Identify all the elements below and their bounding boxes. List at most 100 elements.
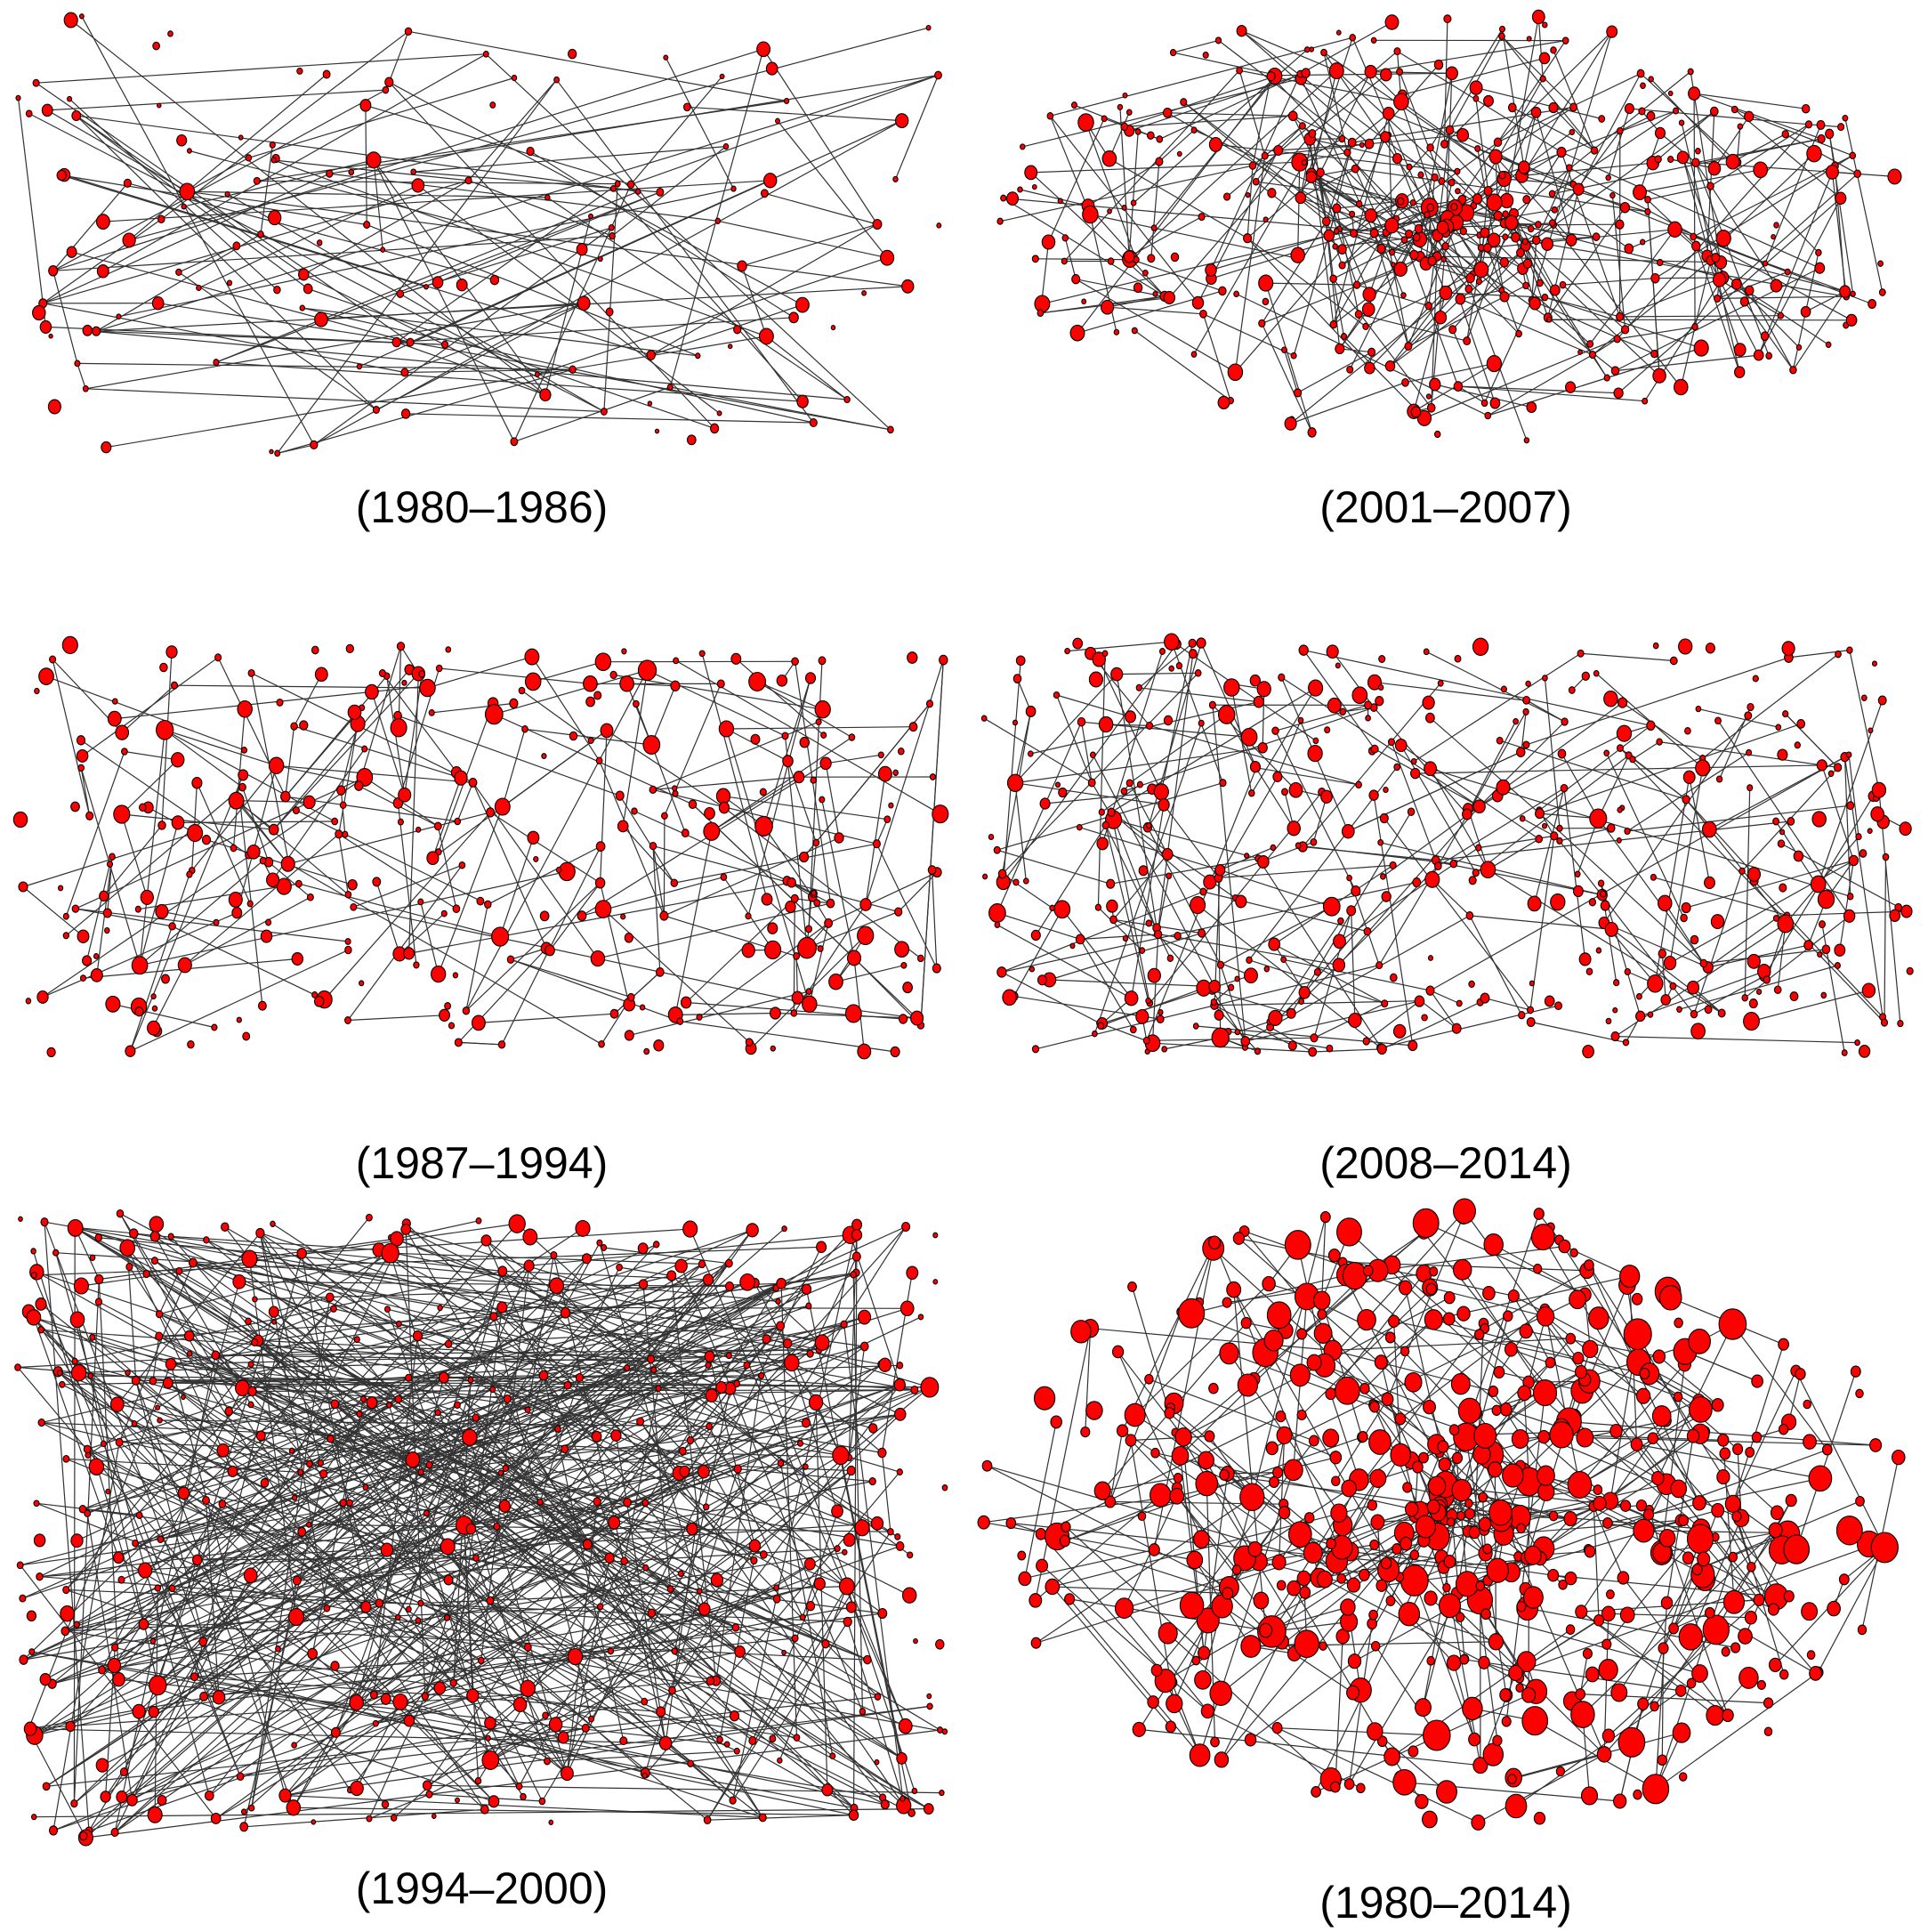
network-node	[1619, 1606, 1635, 1623]
network-node	[1453, 1198, 1476, 1225]
network-node	[1715, 775, 1723, 783]
network-node	[1155, 157, 1164, 166]
network-node	[1667, 90, 1674, 97]
network-node	[718, 801, 730, 814]
network-node	[1549, 284, 1561, 296]
network-node	[932, 963, 941, 974]
network-node	[741, 942, 755, 958]
network-node	[1498, 171, 1506, 180]
network-node	[1152, 290, 1158, 297]
network-node	[1276, 1580, 1287, 1591]
network-node	[1674, 378, 1689, 396]
network-node	[655, 967, 665, 977]
network-node	[1125, 109, 1133, 116]
network-node	[925, 699, 934, 708]
network-node	[672, 789, 679, 797]
network-node	[908, 1808, 916, 1817]
network-edge	[1326, 198, 1463, 222]
network-node	[656, 1706, 666, 1718]
network-edge	[1619, 277, 1723, 318]
network-edge	[1584, 1294, 1591, 1349]
network-node	[1135, 1008, 1150, 1024]
network-node	[819, 756, 832, 771]
network-node	[1303, 1541, 1323, 1564]
network-node	[1375, 961, 1383, 970]
network-edge	[1647, 199, 1660, 376]
network-node	[1817, 951, 1823, 958]
network-node	[331, 817, 339, 826]
network-edge	[268, 861, 311, 898]
network-edge	[477, 1287, 777, 1782]
network-node	[1337, 244, 1347, 255]
network-edge	[1333, 278, 1432, 408]
network-edge	[1552, 138, 1822, 195]
network-node	[1303, 46, 1311, 53]
network-node	[593, 1497, 601, 1507]
network-edge	[82, 1364, 709, 1510]
network-node	[157, 1417, 163, 1424]
network-edge	[1843, 756, 1884, 1017]
network-edge	[1445, 73, 1453, 233]
network-node	[1422, 1810, 1438, 1829]
network-node	[831, 1504, 843, 1518]
network-node	[218, 1500, 227, 1509]
network-node	[1439, 285, 1453, 301]
network-node	[796, 1440, 804, 1447]
network-edge	[732, 1621, 849, 1801]
network-node	[1124, 1403, 1146, 1427]
network-node	[1882, 853, 1890, 861]
network-node	[25, 109, 33, 117]
network-node	[939, 1790, 945, 1797]
network-node	[1198, 719, 1205, 727]
network-node	[278, 1788, 292, 1803]
network-node	[423, 1509, 430, 1517]
network-node	[649, 841, 657, 851]
network-edge	[81, 16, 315, 446]
network-edge	[701, 653, 768, 900]
network-edge	[1226, 714, 1256, 767]
network-edge	[1543, 1435, 1694, 1549]
network-node	[777, 1459, 785, 1467]
network-node	[1404, 342, 1413, 352]
network-node	[1289, 1363, 1311, 1387]
network-edge	[1150, 161, 1160, 259]
network-node	[266, 872, 280, 888]
network-node	[314, 667, 328, 683]
network-edge	[674, 831, 713, 1015]
network-edge	[1702, 653, 1839, 759]
network-node	[1472, 799, 1486, 814]
network-node	[131, 1375, 141, 1386]
network-node	[898, 1014, 908, 1024]
network-edge	[1392, 217, 1448, 226]
network-node	[1569, 1289, 1586, 1310]
network-edge	[158, 1315, 494, 1338]
network-node	[1566, 164, 1573, 172]
network-node	[791, 990, 804, 1005]
network-node	[1139, 947, 1146, 954]
network-node	[1633, 184, 1647, 200]
network-node	[1394, 738, 1408, 753]
network-node	[1617, 1726, 1646, 1758]
network-edge	[1694, 93, 1806, 109]
network-edge	[1049, 933, 1202, 981]
network-node	[1719, 1447, 1731, 1460]
network-node	[1516, 247, 1525, 258]
network-node	[1539, 75, 1546, 83]
network-node	[280, 855, 295, 872]
network-node	[997, 869, 1007, 879]
node-group	[980, 633, 1914, 1059]
network-node	[1037, 309, 1045, 318]
network-node	[1808, 1465, 1833, 1492]
network-node	[555, 866, 562, 874]
network-node	[801, 1418, 811, 1428]
network-node	[155, 1404, 161, 1411]
network-node	[1706, 1705, 1725, 1726]
network-edge	[549, 882, 601, 951]
network-node	[1397, 197, 1405, 206]
network-edge	[85, 388, 604, 413]
network-node	[745, 1038, 754, 1047]
network-node	[1287, 820, 1301, 837]
network-edge	[1531, 239, 1537, 301]
network-edge	[468, 79, 558, 182]
network-node	[60, 1605, 75, 1622]
